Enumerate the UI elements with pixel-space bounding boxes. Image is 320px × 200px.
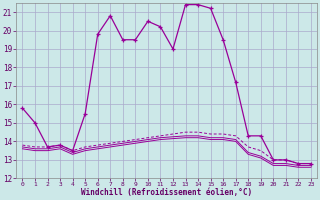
X-axis label: Windchill (Refroidissement éolien,°C): Windchill (Refroidissement éolien,°C) — [81, 188, 252, 197]
